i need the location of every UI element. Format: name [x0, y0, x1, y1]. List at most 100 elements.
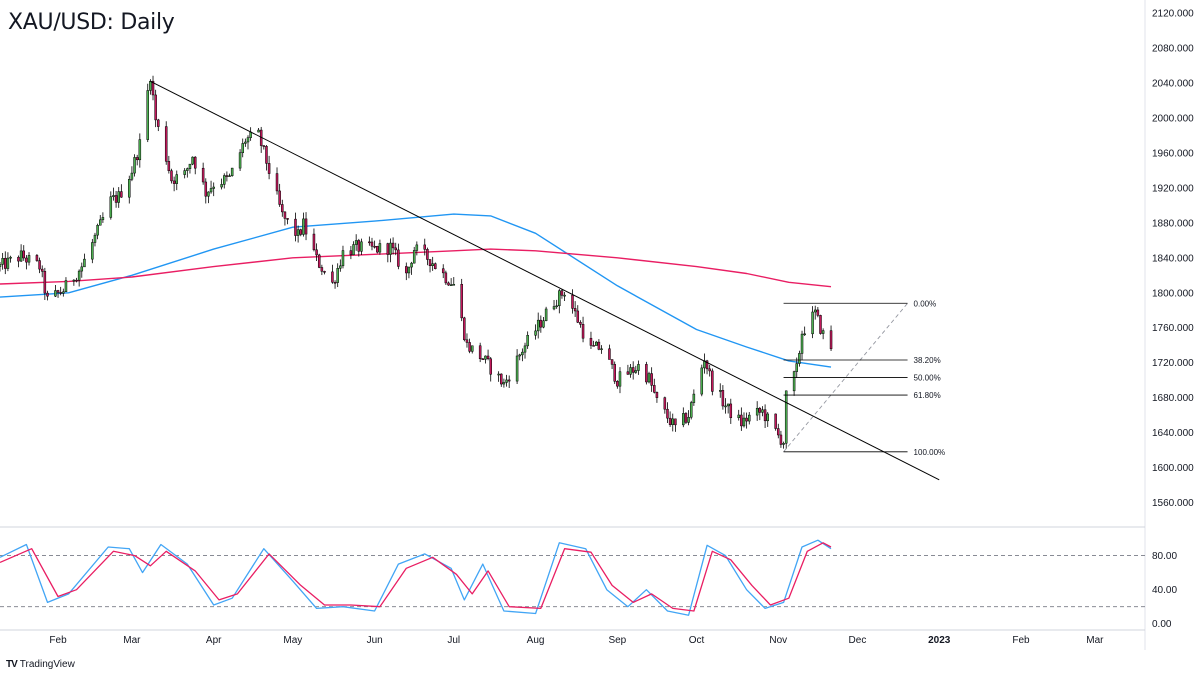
- bullish-candle: [352, 241, 355, 256]
- bearish-candle: [262, 145, 266, 150]
- candle-body: [608, 348, 611, 360]
- candle-body: [312, 233, 316, 251]
- candle-body: [534, 330, 537, 336]
- bullish-candle: [412, 246, 416, 264]
- bullish-candle: [80, 262, 84, 278]
- candle-body: [431, 263, 434, 267]
- bullish-candle: [518, 353, 521, 361]
- candle-body: [539, 319, 543, 328]
- candle-body: [589, 337, 593, 346]
- candle-body: [25, 257, 28, 263]
- candle-body: [631, 367, 635, 373]
- candle-body: [674, 418, 677, 426]
- candle-body: [724, 405, 727, 408]
- stochastic-line: [0, 542, 832, 612]
- bearish-candle: [650, 367, 653, 392]
- time-tick-label: Apr: [206, 635, 222, 646]
- candle-body: [27, 255, 31, 263]
- candle-body: [386, 243, 390, 255]
- candle-body: [333, 282, 337, 284]
- candle-body: [563, 294, 566, 297]
- candle-body: [460, 284, 463, 319]
- candle-body: [99, 219, 102, 226]
- candle-body: [653, 385, 656, 393]
- bearish-candle: [38, 257, 41, 274]
- candle-body: [209, 188, 213, 193]
- candle-body: [687, 416, 690, 423]
- candle-body: [784, 390, 788, 444]
- bullish-candle: [117, 187, 120, 208]
- bearish-candle: [441, 264, 445, 279]
- bearish-candle: [170, 168, 173, 184]
- candle-body: [671, 418, 675, 425]
- candle-body: [782, 442, 785, 445]
- bullish-candle: [407, 266, 411, 279]
- candle-body: [167, 161, 171, 171]
- bullish-candle: [339, 259, 342, 272]
- bullish-candle: [257, 127, 260, 133]
- bearish-candle: [349, 246, 353, 260]
- candle-body: [576, 310, 580, 323]
- bullish-candle: [99, 215, 102, 226]
- bearish-candle: [819, 314, 822, 335]
- tradingview-branding[interactable]: TV TradingView: [6, 659, 75, 670]
- candle-body: [397, 249, 400, 267]
- moving-average-line: [0, 213, 832, 368]
- bearish-candle: [333, 280, 337, 289]
- bullish-candle: [726, 403, 730, 414]
- bearish-candle: [157, 118, 160, 132]
- bullish-candle: [220, 178, 223, 190]
- candle-body: [668, 417, 672, 425]
- candle-body: [77, 270, 81, 281]
- candle-body: [666, 408, 669, 419]
- candle-body: [278, 190, 281, 205]
- bullish-candle: [186, 167, 189, 178]
- bearish-candle: [447, 281, 450, 286]
- candle-body: [170, 170, 173, 182]
- candle-body: [302, 218, 305, 235]
- stochastic-tick-label: 0.00: [1152, 619, 1172, 630]
- bullish-candle: [558, 289, 561, 314]
- candle-body: [238, 152, 242, 169]
- price-tick-label: 1960.000: [1152, 148, 1194, 159]
- candle-body: [204, 181, 208, 197]
- time-tick-label: Mar: [1086, 635, 1104, 646]
- bullish-candle: [563, 292, 566, 301]
- candle-body: [6, 257, 10, 269]
- candle-body: [634, 370, 638, 373]
- price-y-axis[interactable]: 2120.000 2080.000 2040.000 2000.000 1960.000…: [1152, 9, 1194, 509]
- bullish-candle: [77, 269, 81, 287]
- price-tick-label: 1560.000: [1152, 498, 1194, 509]
- candle-body: [428, 259, 432, 267]
- bearish-candle: [35, 254, 39, 262]
- candle-body: [505, 379, 508, 383]
- candle-body: [748, 414, 751, 422]
- candle-body: [555, 305, 558, 308]
- candle-body: [133, 157, 136, 174]
- bullish-candle: [497, 371, 500, 382]
- descending-trendline[interactable]: [150, 80, 940, 481]
- time-x-axis[interactable]: Feb Mar Apr May Jun Jul Aug Sep Oct Nov Dec 2023 Feb…: [49, 635, 1104, 646]
- bullish-candle: [452, 277, 456, 286]
- moving-average-line: [0, 248, 832, 288]
- candle-body: [444, 272, 448, 284]
- trendline-layer[interactable]: [150, 80, 940, 481]
- time-tick-label: Sep: [608, 635, 626, 646]
- bearish-candle: [468, 338, 471, 354]
- stochastic-line: [0, 539, 832, 616]
- tradingview-name: TradingView: [19, 659, 75, 670]
- bullish-candle: [521, 348, 524, 362]
- fibonacci-retracement[interactable]: 0.00% 38.20% 50.00% 61.80% 100.00%: [783, 299, 946, 457]
- candle-body: [72, 279, 76, 282]
- price-tick-label: 2000.000: [1152, 113, 1194, 124]
- bullish-candle: [212, 182, 215, 197]
- stochastic-y-axis[interactable]: 80.00 40.00 0.00: [1152, 551, 1177, 630]
- candle-body: [56, 290, 60, 293]
- bullish-candle: [647, 371, 651, 384]
- candle-body: [536, 319, 540, 332]
- moving-averages: [0, 213, 832, 368]
- bullish-candle: [336, 263, 339, 288]
- candle-body: [821, 330, 825, 334]
- candle-body: [434, 263, 437, 269]
